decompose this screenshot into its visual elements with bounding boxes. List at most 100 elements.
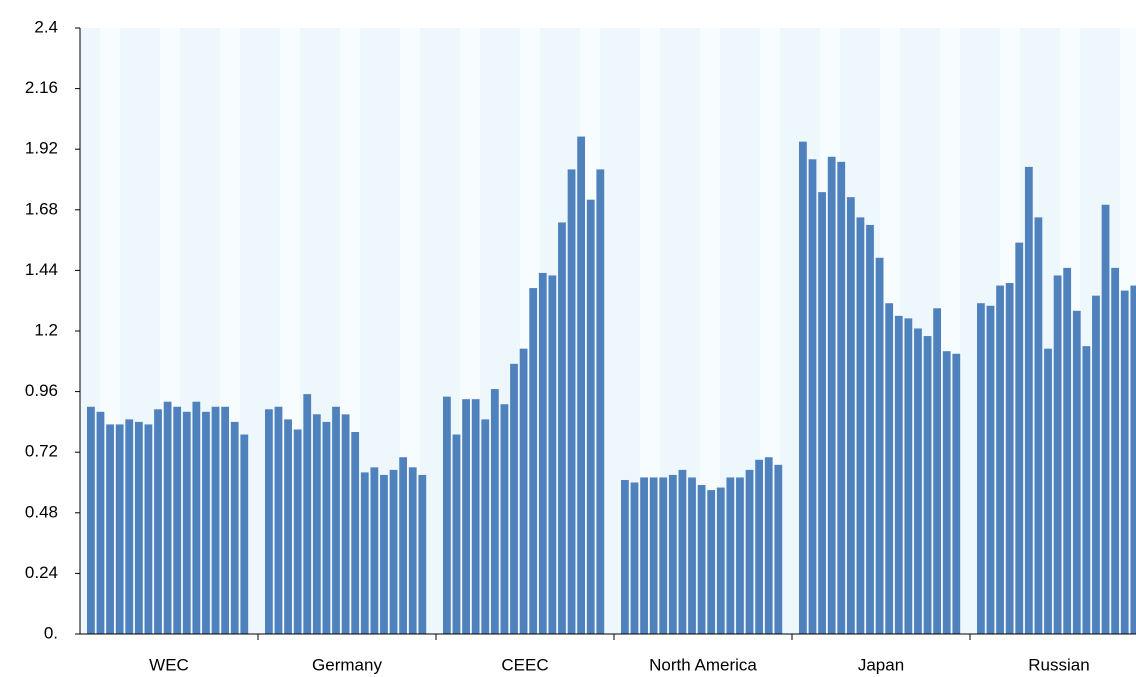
x-tick-label: Germany xyxy=(312,655,382,674)
y-tick-label: 1.44 xyxy=(25,260,58,279)
bar xyxy=(668,474,677,634)
bar xyxy=(1015,242,1024,634)
bar xyxy=(697,485,706,634)
x-tick-label: Russian xyxy=(1028,655,1089,674)
bar xyxy=(808,159,817,635)
bar xyxy=(230,421,239,634)
y-tick-label: 1.68 xyxy=(25,199,58,218)
bar xyxy=(621,479,629,634)
x-tick-label: CEEC xyxy=(501,655,548,674)
y-tick-label: 0.96 xyxy=(25,381,58,400)
bar xyxy=(443,396,451,634)
bar xyxy=(596,169,605,634)
bar xyxy=(106,424,114,634)
bar xyxy=(274,406,283,634)
bar xyxy=(341,414,350,634)
y-tick-label: 1.2 xyxy=(34,320,58,339)
bar xyxy=(399,457,408,634)
bar xyxy=(519,348,528,634)
x-tick-label: Japan xyxy=(858,655,904,674)
bar xyxy=(312,414,321,634)
bar xyxy=(87,406,95,634)
bar xyxy=(490,389,499,634)
bar xyxy=(351,432,360,634)
y-tick-label: 1.92 xyxy=(25,139,58,158)
bar xyxy=(471,399,480,634)
bar xyxy=(1034,217,1043,634)
bar xyxy=(1053,275,1062,634)
bar xyxy=(115,424,124,634)
bar xyxy=(1005,283,1014,634)
bar xyxy=(875,257,884,634)
bar xyxy=(332,406,340,634)
bar xyxy=(952,353,961,634)
bar xyxy=(856,217,865,634)
bar xyxy=(837,161,846,634)
bar xyxy=(284,419,292,634)
bar xyxy=(173,406,182,634)
bar xyxy=(452,434,461,634)
bar xyxy=(462,399,470,634)
bar xyxy=(996,285,1004,634)
bar xyxy=(240,434,249,634)
bar xyxy=(1130,285,1136,634)
bar xyxy=(134,421,143,634)
bar xyxy=(894,315,903,634)
bar xyxy=(481,419,490,634)
bar xyxy=(1092,295,1100,634)
bar xyxy=(1082,346,1091,634)
bar xyxy=(1120,290,1129,634)
bar xyxy=(510,363,518,634)
bar xyxy=(977,303,985,634)
bar xyxy=(96,411,105,634)
x-tick-label: WEC xyxy=(149,655,189,674)
bar xyxy=(755,459,764,634)
bar xyxy=(293,429,302,634)
bar xyxy=(154,409,162,634)
y-tick-label: 0.24 xyxy=(25,563,58,582)
y-tick-label: 0. xyxy=(44,623,58,642)
bar xyxy=(942,351,951,634)
bar xyxy=(144,424,153,634)
bar xyxy=(1111,267,1120,634)
bar xyxy=(1063,267,1072,634)
bar xyxy=(577,136,586,634)
bar xyxy=(265,409,273,634)
y-tick-label: 2.4 xyxy=(34,17,58,36)
y-tick-label: 2.16 xyxy=(25,78,58,97)
bar xyxy=(211,406,220,634)
bar xyxy=(688,477,696,634)
bar xyxy=(726,477,735,634)
bar xyxy=(1024,166,1033,634)
bar xyxy=(202,411,210,634)
bar xyxy=(538,272,547,634)
bar xyxy=(736,477,744,634)
bar xyxy=(389,469,398,634)
bar xyxy=(586,199,595,634)
bar xyxy=(630,482,639,634)
bar xyxy=(1072,310,1081,634)
bar xyxy=(1044,348,1052,634)
bar xyxy=(774,464,783,634)
x-tick-label: North America xyxy=(649,655,757,674)
bar xyxy=(192,401,201,634)
bar xyxy=(360,472,369,634)
bar xyxy=(818,192,826,634)
bar xyxy=(986,305,995,634)
bar xyxy=(885,303,894,634)
bar xyxy=(923,336,932,634)
bar xyxy=(716,487,725,634)
bar xyxy=(163,401,172,634)
bar xyxy=(221,406,230,634)
bar xyxy=(182,411,191,634)
bar xyxy=(914,328,922,634)
bar xyxy=(418,474,427,634)
bar xyxy=(125,419,134,634)
y-tick-label: 0.48 xyxy=(25,502,58,521)
bar xyxy=(548,275,557,634)
y-tick-label: 0.72 xyxy=(25,442,58,461)
bar xyxy=(827,156,836,634)
bar xyxy=(500,404,509,634)
bar xyxy=(799,141,807,634)
